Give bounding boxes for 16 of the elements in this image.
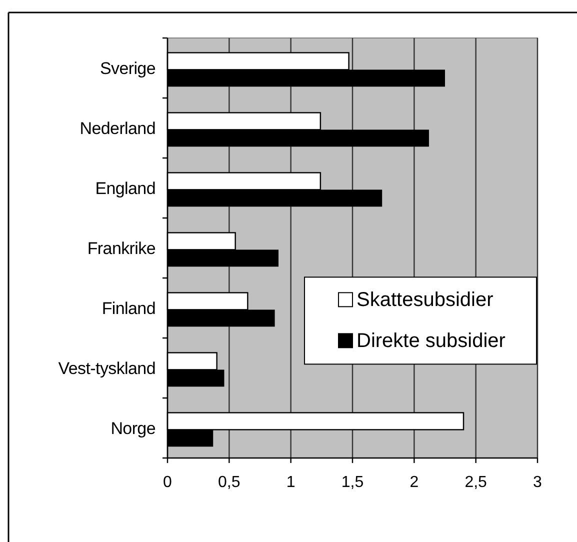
y-tick-label: Vest-tyskland bbox=[58, 359, 156, 378]
x-tick-label: 3 bbox=[533, 474, 542, 491]
x-tick-label: 0,5 bbox=[218, 474, 240, 491]
y-tick-label: Frankrike bbox=[87, 239, 156, 258]
legend-label: Direkte subsidier bbox=[356, 330, 506, 352]
y-tick-label: Norge bbox=[110, 419, 156, 438]
x-tick-label: 2 bbox=[410, 474, 419, 491]
y-tick-label: Nederland bbox=[80, 119, 156, 138]
y-tick-label: Finland bbox=[102, 299, 156, 318]
x-tick-label: 1 bbox=[286, 474, 296, 491]
y-tick-label: England bbox=[95, 179, 156, 198]
x-tick-label: 2,5 bbox=[464, 474, 488, 491]
x-tick-label: 0 bbox=[163, 474, 172, 491]
legend-label: Skattesubsidier bbox=[356, 289, 494, 312]
y-tick-label: Sverige bbox=[100, 59, 156, 78]
x-tick-label: 1,5 bbox=[341, 474, 364, 491]
